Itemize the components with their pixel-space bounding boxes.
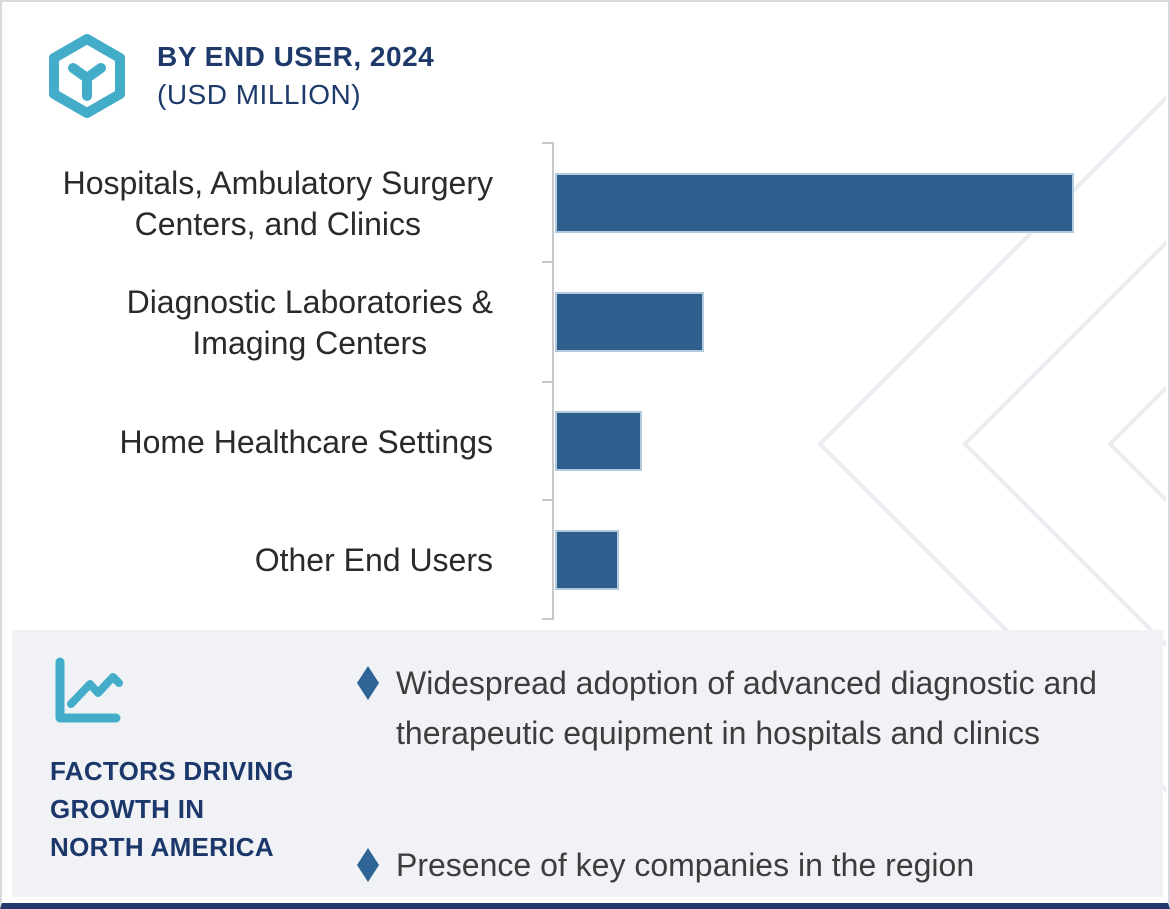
axis-tick <box>542 618 553 620</box>
bar <box>555 530 619 590</box>
bullet-text: Presence of key companies in the region <box>396 847 975 883</box>
bullet-item: Presence of key companies in the region <box>357 840 1126 890</box>
factors-panel: FACTORS DRIVING GROWTH IN NORTH AMERICA … <box>12 630 1163 897</box>
axis-tick <box>542 499 553 501</box>
hexagon-cube-icon <box>47 34 127 123</box>
bullet-item: Widespread adoption of advanced diagnost… <box>357 658 1126 758</box>
axis-tick <box>542 142 553 144</box>
category-label: Other End Users <box>254 542 493 578</box>
diamond-bullet-icon <box>357 848 379 882</box>
factors-title-line: NORTH AMERICA <box>50 832 274 862</box>
line-chart-icon <box>50 656 124 733</box>
bar <box>555 292 704 352</box>
category-axis <box>552 142 554 620</box>
factors-title-line: FACTORS DRIVING <box>50 756 294 786</box>
axis-tick <box>542 261 553 263</box>
chart-subtitle: (USD MILLION) <box>157 79 362 110</box>
bar <box>555 411 642 471</box>
chart-header: BY END USER, 2024 (USD MILLION) <box>157 38 434 113</box>
category-label: Diagnostic Laboratories & Imaging Center… <box>126 284 493 361</box>
category-label: Home Healthcare Settings <box>119 423 493 460</box>
diamond-bullet-icon <box>357 666 379 700</box>
axis-tick <box>542 381 553 383</box>
bullet-text: Widespread adoption of advanced diagnost… <box>396 665 1097 751</box>
bar <box>555 173 1074 233</box>
category-label: Hospitals, Ambulatory Surgery Centers, a… <box>62 164 493 242</box>
factors-title: FACTORS DRIVING GROWTH IN NORTH AMERICA <box>50 752 294 866</box>
chart-title: BY END USER, 2024 <box>157 41 435 72</box>
factors-title-line: GROWTH IN <box>50 794 205 824</box>
